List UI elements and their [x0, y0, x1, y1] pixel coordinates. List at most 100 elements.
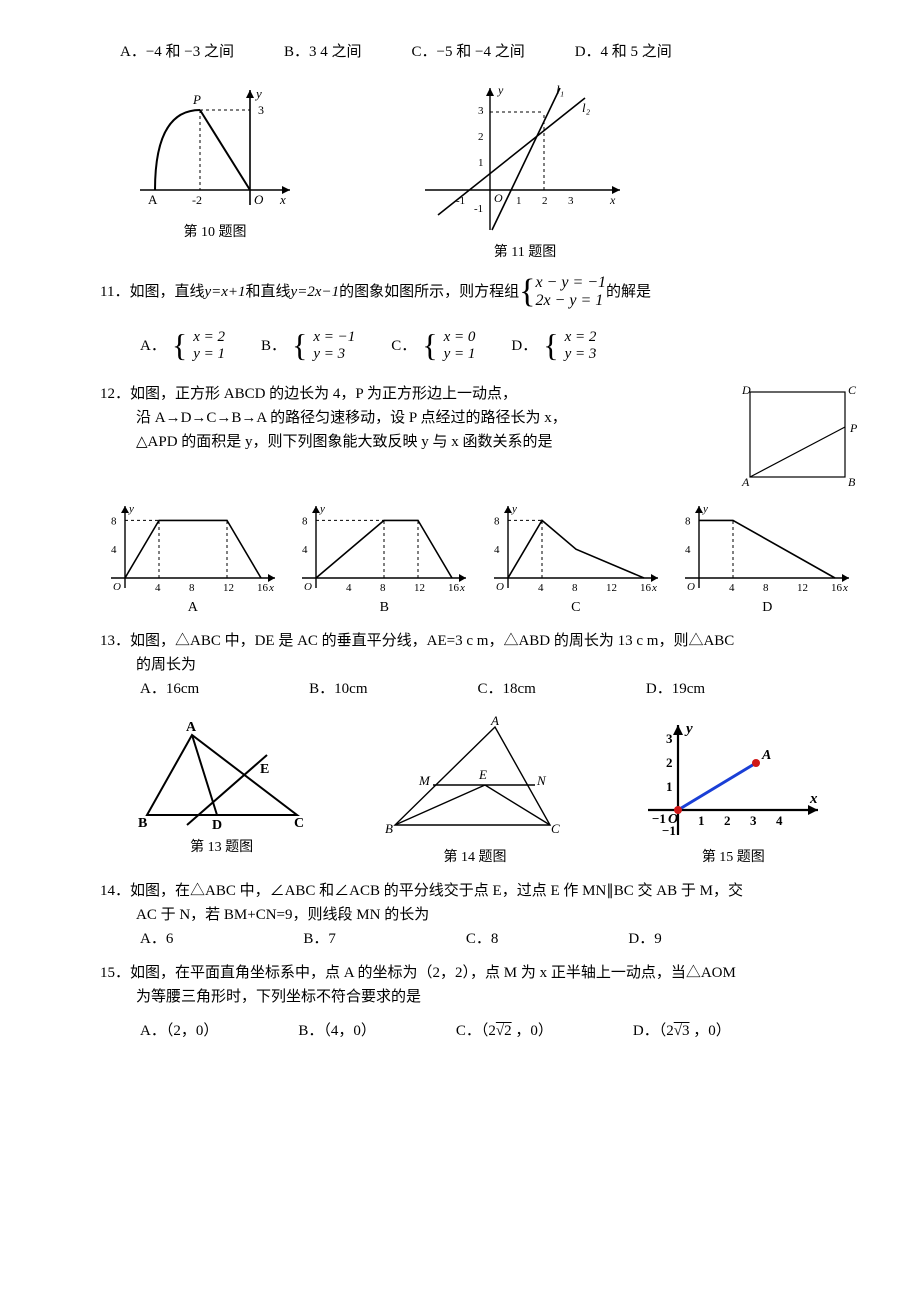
q11-opt-a: A． { x = 2 y = 1: [140, 320, 225, 371]
q13-opt-b: B．10cm: [309, 677, 367, 701]
q11-opt-c: C． { x = 0 y = 1: [391, 320, 475, 371]
svg-text:O: O: [304, 581, 312, 593]
q12-chart-c: 48121648Oxy C: [486, 500, 666, 619]
svg-text:M: M: [418, 773, 431, 788]
svg-text:x: x: [842, 582, 848, 594]
svg-text:y: y: [497, 83, 504, 97]
svg-text:3: 3: [478, 105, 484, 117]
fig14-caption: 第 14 题图: [375, 847, 575, 869]
svg-text:y: y: [702, 503, 708, 515]
fig10: A P O x y -2 3 第 10 题图: [130, 80, 300, 264]
fig-row-10-11: A P O x y -2 3 第 10 题图 123 -1 123 -1: [130, 80, 860, 264]
svg-text:x: x: [609, 193, 616, 207]
svg-text:l₂: l₂: [582, 100, 591, 115]
svg-text:2: 2: [666, 755, 673, 770]
svg-text:l₁: l₁: [556, 82, 564, 97]
svg-text:A: A: [741, 475, 750, 489]
fig13: A B C D E 第 13 题图: [132, 715, 312, 869]
svg-text:12: 12: [223, 582, 234, 594]
fig15-caption: 第 15 题图: [638, 847, 828, 869]
q10-opt-c: C．−5 和 −4 之间: [412, 40, 525, 64]
svg-text:4: 4: [776, 813, 783, 828]
q15-opt-c: C．（2√2 ，0）: [456, 1019, 553, 1043]
svg-text:4: 4: [538, 582, 544, 594]
q11-stem-c: 的图象如图所示，则方程组: [339, 280, 519, 304]
q14: 14．如图，在△ABC 中，∠ABC 和∠ACB 的平分线交于点 E，过点 E …: [100, 879, 860, 927]
svg-text:D: D: [212, 818, 222, 833]
svg-text:y: y: [319, 503, 325, 515]
fig10-label-3: 3: [258, 103, 264, 117]
svg-text:4: 4: [111, 544, 117, 556]
svg-text:E: E: [478, 767, 487, 782]
svg-text:16: 16: [448, 582, 460, 594]
svg-text:O: O: [113, 581, 121, 593]
q12-chart-d: 48121648Oxy D: [677, 500, 857, 619]
q15-line1: 15．如图，在平面直角坐标系中，点 A 的坐标为（2，2），点 M 为 x 正半…: [100, 961, 860, 985]
svg-text:A: A: [186, 720, 197, 735]
svg-text:4: 4: [729, 582, 735, 594]
svg-text:12: 12: [606, 582, 617, 594]
svg-text:B: B: [848, 475, 856, 489]
q14-opt-b: B．7: [303, 927, 336, 951]
svg-text:1: 1: [516, 195, 522, 207]
svg-text:2: 2: [542, 195, 548, 207]
fig10-caption: 第 10 题图: [130, 222, 300, 244]
svg-text:C: C: [848, 383, 857, 397]
fig-row-13-15: A B C D E 第 13 题图 A B C M N E 第 14 题图: [100, 715, 860, 869]
q13-line2: 的周长为: [136, 653, 860, 677]
q15-options: A．（2，0） B．（4，0） C．（2√2 ，0） D．（2√3 ，0）: [140, 1019, 860, 1043]
svg-text:12: 12: [797, 582, 808, 594]
fig10-label-neg2: -2: [192, 193, 202, 207]
q11-options: A． { x = 2 y = 1 B． { x = −1 y = 3 C． { …: [140, 320, 860, 371]
fig15-svg: 1234 123 −1−1 O x y A: [638, 715, 828, 845]
q12-line2: 沿 A→D→C→B→A 的路径匀速移动，设 P 点经过的路径长为 x，: [136, 406, 567, 430]
svg-text:1: 1: [478, 157, 484, 169]
q14-options: A．6 B．7 C．8 D．9: [140, 927, 860, 951]
q13-opt-a: A．16cm: [140, 677, 199, 701]
svg-text:D: D: [741, 383, 751, 397]
q15: 15．如图，在平面直角坐标系中，点 A 的坐标为（2，2），点 M 为 x 正半…: [100, 961, 860, 1009]
svg-text:3: 3: [568, 195, 574, 207]
svg-text:C: C: [551, 821, 560, 836]
q12-text: 12．如图，正方形 ABCD 的边长为 4，P 为正方形边上一动点， 沿 A→D…: [100, 382, 567, 454]
fig10-label-y: y: [254, 86, 262, 101]
q12-line3: △APD 的面积是 y，则下列图象能大致反映 y 与 x 函数关系的是: [136, 430, 567, 454]
svg-text:x: x: [809, 791, 818, 807]
svg-text:8: 8: [111, 515, 117, 527]
svg-text:16: 16: [831, 582, 843, 594]
q11-stem-b: 和直线: [246, 280, 291, 304]
svg-text:4: 4: [494, 544, 500, 556]
svg-text:8: 8: [763, 582, 769, 594]
q12-line1: 12．如图，正方形 ABCD 的边长为 4，P 为正方形边上一动点，: [100, 382, 567, 406]
svg-text:12: 12: [414, 582, 425, 594]
q12-charts: 48121648Oxy A 48121648Oxy B 48121648Oxy …: [100, 500, 860, 619]
svg-text:8: 8: [189, 582, 195, 594]
q11-opt-d: D． { x = 2 y = 3: [511, 320, 596, 371]
svg-text:8: 8: [572, 582, 578, 594]
svg-text:8: 8: [380, 582, 386, 594]
q11-stem-d: 的解是: [606, 280, 651, 304]
svg-text:3: 3: [666, 731, 673, 746]
svg-text:1: 1: [666, 779, 673, 794]
svg-text:8: 8: [302, 515, 308, 527]
q14-opt-d: D．9: [628, 927, 661, 951]
fig14: A B C M N E 第 14 题图: [375, 715, 575, 869]
q14-opt-c: C．8: [466, 927, 499, 951]
svg-text:O: O: [687, 581, 695, 593]
q14-line1: 14．如图，在△ABC 中，∠ABC 和∠ACB 的平分线交于点 E，过点 E …: [100, 879, 860, 903]
q11-opt-b: B． { x = −1 y = 3: [261, 320, 355, 371]
svg-text:B: B: [385, 821, 393, 836]
fig10-label-A: A: [148, 192, 158, 207]
svg-text:y: y: [684, 721, 693, 737]
q10-options: A．−4 和 −3 之间 B．3 4 之间 C．−5 和 −4 之间 D．4 和…: [120, 40, 860, 64]
svg-text:x: x: [459, 582, 465, 594]
svg-text:O: O: [668, 812, 678, 827]
q15-line2: 为等腰三角形时，下列坐标不符合要求的是: [136, 985, 860, 1009]
q12-chart-b: 48121648Oxy B: [294, 500, 474, 619]
q11-eq1: y=x+1: [204, 280, 245, 304]
q12: 12．如图，正方形 ABCD 的边长为 4，P 为正方形边上一动点， 沿 A→D…: [100, 382, 860, 492]
svg-text:y: y: [511, 503, 517, 515]
svg-text:8: 8: [494, 515, 500, 527]
svg-text:-1: -1: [474, 203, 483, 215]
svg-text:4: 4: [346, 582, 352, 594]
